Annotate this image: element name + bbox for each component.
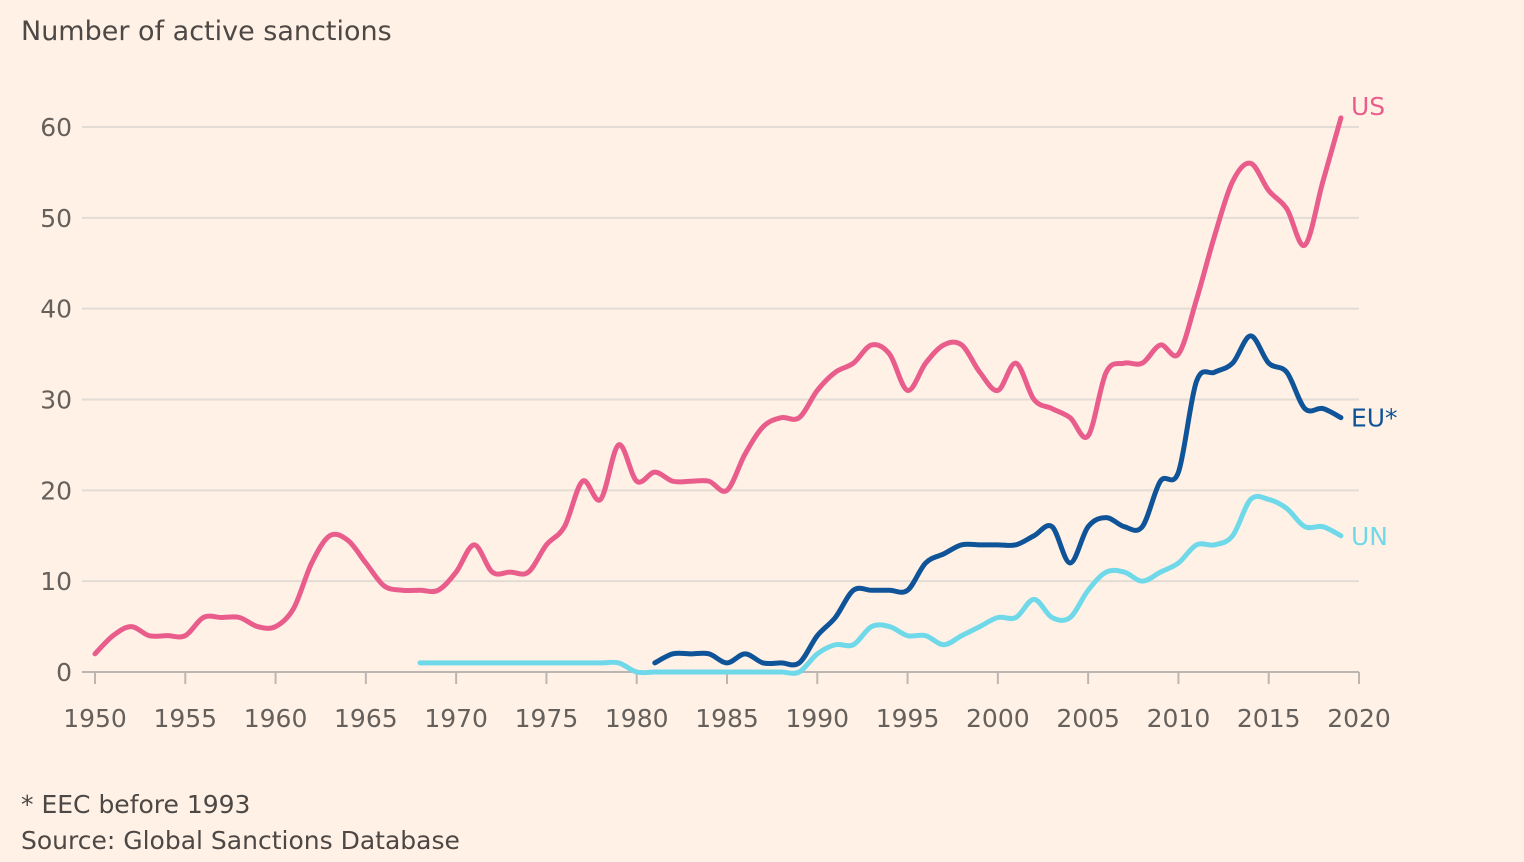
x-tick-label: 1960 — [244, 704, 308, 733]
x-tick-label: 2010 — [1147, 704, 1211, 733]
y-tick-label: 0 — [56, 658, 72, 687]
source-note: Source: Global Sanctions Database — [21, 826, 460, 855]
x-tick-label: 1970 — [424, 704, 488, 733]
x-tick-label: 2020 — [1327, 704, 1391, 733]
x-tick-label: 2005 — [1056, 704, 1120, 733]
y-tick-label: 20 — [40, 476, 72, 505]
x-tick-label: 2000 — [966, 704, 1030, 733]
x-tick-label: 2015 — [1237, 704, 1301, 733]
x-tick-label: 1950 — [63, 704, 127, 733]
series-line-eu — [652, 333, 1344, 668]
series-label: UN — [1351, 522, 1388, 551]
series-line-un — [417, 493, 1344, 676]
y-tick-label: 30 — [40, 386, 72, 415]
footnote: * EEC before 1993 — [21, 790, 251, 819]
chart-title: Number of active sanctions — [21, 16, 392, 47]
x-tick-label: 1980 — [605, 704, 669, 733]
series-label: US — [1351, 92, 1385, 121]
series-line-us — [92, 115, 1344, 657]
y-tick-label: 50 — [40, 204, 72, 233]
x-tick-label: 1985 — [695, 704, 759, 733]
y-tick-label: 10 — [40, 567, 72, 596]
y-tick-label: 60 — [40, 113, 72, 142]
series-label: EU* — [1351, 404, 1398, 433]
x-tick-label: 1975 — [515, 704, 579, 733]
x-tick-label: 1995 — [876, 704, 940, 733]
x-tick-label: 1990 — [785, 704, 849, 733]
y-tick-label: 40 — [40, 295, 72, 324]
x-tick-label: 1955 — [153, 704, 217, 733]
x-tick-label: 1965 — [334, 704, 398, 733]
